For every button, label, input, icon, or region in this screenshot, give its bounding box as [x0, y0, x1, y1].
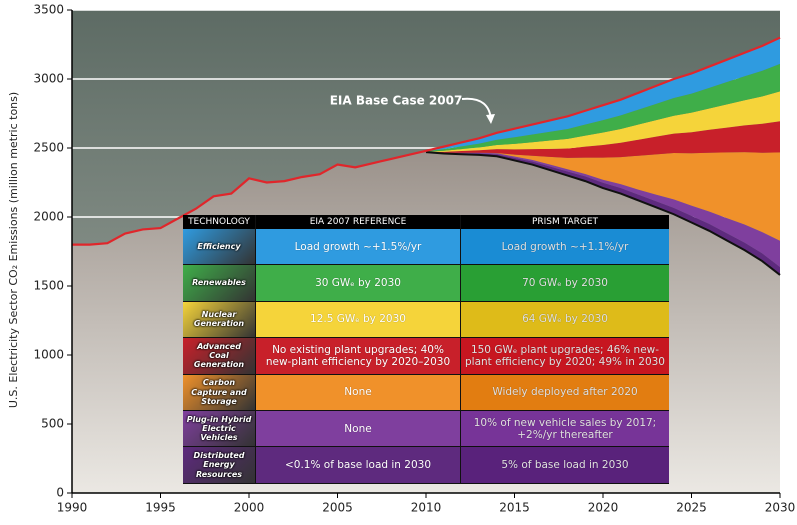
x-tick-label: 2020 [588, 501, 619, 515]
y-axis-title: U.S. Electricity Sector CO₂ Emissions (m… [7, 92, 20, 408]
prism-target-cell: 5% of base load in 2030 [461, 447, 669, 484]
prism-target-cell: 70 GWₑ by 2030 [461, 265, 669, 302]
y-tick-label: 3000 [33, 72, 64, 86]
annotation: EIA Base Case 2007 [330, 94, 463, 108]
eia-reference-cell: Load growth ~+1.5%/yr [256, 229, 460, 266]
table-header: TECHNOLOGY [183, 215, 255, 229]
wedge-area [426, 91, 780, 152]
technology-label: Distributed Energy Resources [183, 447, 255, 484]
eia-reference-cell: None [256, 374, 460, 411]
y-tick-label: 1000 [33, 348, 64, 362]
x-tick-label: 2010 [411, 501, 442, 515]
prism-target-cell: 64 GWₑ by 2030 [461, 301, 669, 339]
wedge-area [426, 63, 780, 152]
technology-label: Nuclear Generation [183, 301, 255, 339]
table-header: EIA 2007 REFERENCE [256, 215, 460, 229]
table-header: PRISM TARGET [461, 215, 669, 229]
eia-reference-cell: 12.5 GWₑ by 2030 [256, 301, 460, 339]
y-tick-label: 3500 [33, 3, 64, 17]
technology-label: Plug-in Hybrid Electric Vehicles [183, 410, 255, 448]
x-tick-label: 1990 [57, 501, 88, 515]
annotation-arrowhead [486, 114, 495, 124]
wedge-area [426, 121, 780, 158]
technology-label: Carbon Capture and Storage [183, 374, 255, 411]
x-tick-label: 2005 [322, 501, 353, 515]
x-tick-label: 2000 [234, 501, 265, 515]
prism-target-cell: 150 GWₑ plant upgrades; 46% new-plant ef… [461, 338, 669, 375]
x-tick-label: 1995 [145, 501, 176, 515]
x-tick-label: 2015 [499, 501, 530, 515]
technology-label: Efficiency [183, 229, 255, 266]
y-tick-label: 2500 [33, 141, 64, 155]
wedge-area [426, 152, 780, 241]
y-tick-label: 1500 [33, 279, 64, 293]
x-tick-label: 2025 [676, 501, 707, 515]
prism-target-cell: Widely deployed after 2020 [461, 374, 669, 411]
eia-reference-cell: No existing plant upgrades; 40% new-plan… [256, 338, 460, 375]
y-tick-label: 2000 [33, 210, 64, 224]
technology-label: Advanced Coal Generation [183, 338, 255, 375]
target-line [425, 151, 781, 276]
y-tick-label: 0 [56, 486, 64, 500]
y-tick-label: 500 [41, 417, 64, 431]
prism-target-cell: Load growth ~+1.1%/yr [461, 229, 669, 266]
eia-reference-cell: None [256, 410, 460, 448]
base-case-line [72, 36, 781, 246]
technology-table: TECHNOLOGY EIA 2007 REFERENCE PRISM TARGET… [183, 215, 669, 484]
eia-reference-cell: <0.1% of base load in 2030 [256, 447, 460, 484]
eia-reference-cell: 30 GWₑ by 2030 [256, 265, 460, 302]
technology-label: Renewables [183, 265, 255, 302]
prism-target-cell: 10% of new vehicle sales by 2017; +2%/yr… [461, 410, 669, 448]
x-tick-label: 2030 [765, 501, 796, 515]
